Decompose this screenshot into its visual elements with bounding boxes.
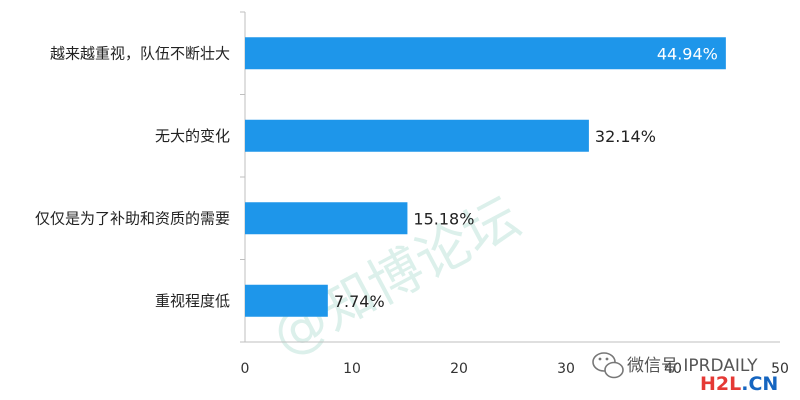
category-label-1: 越来越重视，队伍不断壮大	[50, 44, 230, 62]
wechat-badge: 微信号 IPRDAILY	[592, 352, 758, 379]
x-tick-label-50: 50	[771, 361, 789, 377]
bar-4	[245, 284, 328, 317]
y-axis-ticks	[240, 11, 245, 343]
x-tick-label-0: 0	[241, 361, 250, 377]
x-tick-labels: 0 10 20 30 40 50	[241, 361, 789, 377]
data-label-2: 32.14%	[595, 127, 656, 146]
data-label-4: 7.74%	[334, 292, 385, 311]
bars-group	[245, 37, 726, 317]
site-logo-part1: H2L	[700, 373, 741, 395]
data-label-1: 44.94%	[657, 44, 718, 63]
bar-1	[245, 37, 726, 70]
x-tick-label-40: 40	[664, 361, 682, 377]
data-labels: 44.94% 32.14% 15.18% 7.74%	[334, 44, 718, 311]
wechat-icon	[592, 352, 624, 379]
bar-3	[245, 202, 408, 235]
x-tick-label-10: 10	[343, 361, 361, 377]
category-label-4: 重视程度低	[155, 292, 230, 310]
site-logo-part2: .CN	[741, 373, 778, 395]
data-label-3: 15.18%	[413, 209, 474, 228]
wechat-badge-text: 微信号 IPRDAILY	[627, 356, 758, 376]
category-label-3: 仅仅是为了补助和资质的需要	[35, 209, 230, 227]
x-tick-label-30: 30	[557, 361, 575, 377]
site-logo: H2L.CN	[700, 373, 778, 395]
category-label-2: 无大的变化	[155, 127, 230, 145]
bar-2	[245, 119, 589, 152]
x-tick-label-20: 20	[450, 361, 468, 377]
